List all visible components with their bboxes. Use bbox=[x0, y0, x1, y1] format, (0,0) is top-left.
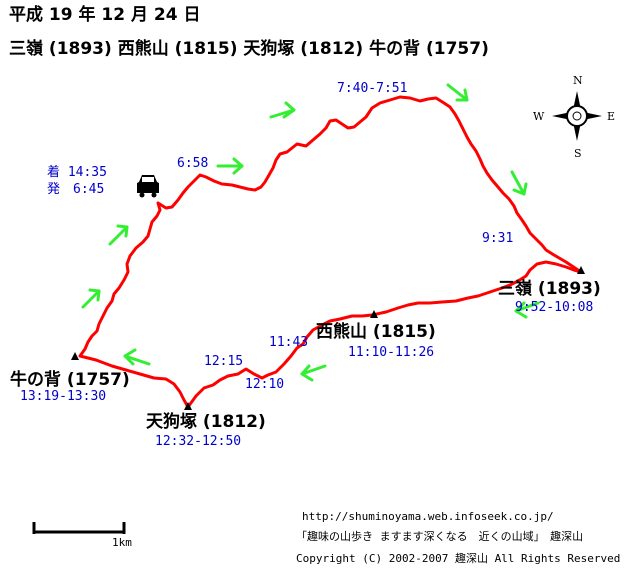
peak-sanrei: 三嶺 (1893) bbox=[498, 279, 601, 299]
time-1215: 12:15 bbox=[204, 354, 244, 369]
compass-icon bbox=[552, 91, 602, 141]
compass-e-label: E bbox=[607, 110, 616, 123]
peak-ushinose: 牛の背 (1757) bbox=[10, 370, 130, 390]
summit-marker-icon bbox=[370, 310, 378, 318]
direction-arrow-icon bbox=[81, 288, 101, 309]
direction-arrow-icon bbox=[446, 83, 469, 102]
time-0658: 6:58 bbox=[177, 156, 209, 171]
direction-arrow-icon bbox=[269, 101, 296, 119]
direction-arrow-icon bbox=[216, 157, 244, 175]
footer-site: 「趣味の山歩き ますます深くなる 近くの山域」 趣深山 bbox=[296, 530, 584, 543]
summit-marker-icon bbox=[184, 402, 192, 410]
direction-arrow-icon bbox=[300, 364, 327, 382]
footer-url[interactable]: http://shuminoyama.web.infoseek.co.jp/ bbox=[302, 510, 554, 523]
peak-nishikuma: 西熊山 (1815) bbox=[316, 322, 436, 342]
time-sanrei: 9:52-10:08 bbox=[515, 300, 594, 315]
compass-n-label: N bbox=[573, 74, 583, 87]
car-icon bbox=[137, 175, 159, 198]
route-track bbox=[78, 95, 583, 409]
direction-arrow-icon bbox=[514, 301, 540, 319]
time-0931: 9:31 bbox=[482, 231, 514, 246]
footer-copyright: Copyright (C) 2002-2007 趣深山 All Rights R… bbox=[296, 552, 621, 565]
arrive-time: 着 14:35 bbox=[47, 165, 107, 180]
scale-bar bbox=[32, 522, 126, 534]
time-0740: 7:40-7:51 bbox=[337, 81, 408, 96]
scale-label: 1km bbox=[112, 536, 132, 549]
direction-arrow-icon bbox=[108, 224, 129, 246]
time-nishikuma: 11:10-11:26 bbox=[348, 345, 435, 360]
route-title: 三嶺 (1893) 西熊山 (1815) 天狗塚 (1812) 牛の背 (175… bbox=[9, 39, 489, 59]
summit-marker-icon bbox=[577, 266, 585, 274]
depart-time: 発 6:45 bbox=[47, 182, 105, 197]
date-title: 平成 19 年 12 月 24 日 bbox=[9, 5, 201, 25]
time-ushinose: 13:19-13:30 bbox=[20, 389, 107, 404]
direction-arrow-icon bbox=[510, 170, 528, 196]
summit-marker-icon bbox=[71, 352, 79, 360]
direction-arrow-icon bbox=[123, 348, 151, 366]
time-1210: 12:10 bbox=[245, 377, 285, 392]
compass-s-label: S bbox=[574, 147, 582, 160]
peak-tengu: 天狗塚 (1812) bbox=[146, 412, 266, 432]
compass-w-label: W bbox=[533, 110, 545, 123]
time-1143: 11:43 bbox=[269, 335, 309, 350]
time-tengu: 12:32-12:50 bbox=[155, 434, 242, 449]
